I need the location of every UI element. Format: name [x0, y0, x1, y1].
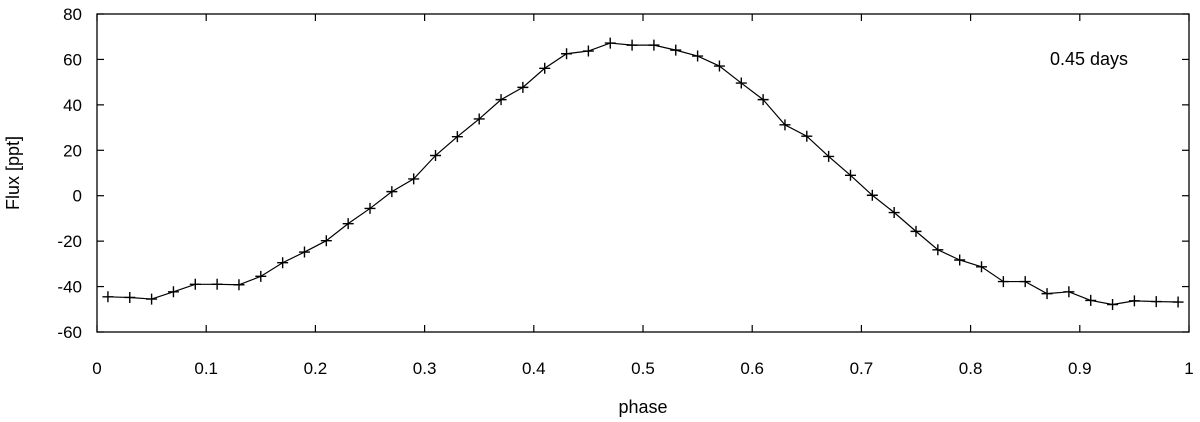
- y-tick-label: -60: [57, 323, 82, 342]
- data-point: [692, 50, 704, 62]
- data-point: [561, 48, 573, 60]
- data-point: [976, 261, 988, 273]
- data-point: [102, 291, 114, 303]
- data-point: [801, 130, 813, 142]
- data-point: [342, 218, 354, 230]
- data-point: [735, 77, 747, 89]
- data-point: [1172, 296, 1184, 308]
- x-tick-label: 0.1: [194, 359, 218, 378]
- data-point: [888, 207, 900, 219]
- data-point: [430, 150, 442, 162]
- data-point: [364, 202, 376, 214]
- series-layer: [102, 37, 1184, 311]
- data-point: [910, 225, 922, 237]
- data-point: [997, 276, 1009, 288]
- data-point: [233, 279, 245, 291]
- y-tick-label: 80: [63, 5, 82, 24]
- x-tick-label: 0: [92, 359, 101, 378]
- y-tick-label: 40: [63, 96, 82, 115]
- data-point: [823, 150, 835, 162]
- x-axis-label: phase: [618, 397, 667, 417]
- y-tick-label: -20: [57, 232, 82, 251]
- y-axis-ticks: -60 -40 -20 0 20 40 60 80: [57, 5, 1189, 342]
- data-point: [473, 113, 485, 125]
- data-point: [539, 62, 551, 74]
- data-point: [298, 246, 310, 258]
- x-tick-label: 1: [1184, 359, 1193, 378]
- data-point: [866, 189, 878, 201]
- data-point: [844, 169, 856, 181]
- x-tick-label: 0.6: [740, 359, 764, 378]
- x-tick-label: 0.9: [1068, 359, 1092, 378]
- data-point: [1041, 288, 1053, 300]
- data-point: [146, 293, 158, 305]
- series-line: [107, 42, 1179, 306]
- data-point: [255, 270, 267, 282]
- data-point: [408, 173, 420, 185]
- data-point: [124, 291, 136, 303]
- y-tick-label: 0: [73, 187, 82, 206]
- data-point: [277, 257, 289, 269]
- x-tick-label: 0.8: [959, 359, 983, 378]
- y-axis-label: Flux [ppt]: [3, 136, 23, 210]
- x-axis-ticks: 0 0.1 0.2 0.3 0.4 0.5 0.6 0.7 0.8 0.9 1: [92, 14, 1194, 378]
- data-point: [1063, 286, 1075, 298]
- data-point: [1150, 296, 1162, 308]
- data-point: [320, 235, 332, 247]
- data-point: [1107, 299, 1119, 311]
- period-annotation: 0.45 days: [1050, 49, 1128, 69]
- x-tick-label: 0.2: [304, 359, 328, 378]
- data-point: [648, 39, 660, 51]
- data-point: [211, 278, 223, 290]
- data-point: [386, 186, 398, 198]
- data-point: [779, 119, 791, 131]
- data-point: [932, 244, 944, 256]
- data-point: [604, 37, 616, 49]
- y-tick-label: 20: [63, 141, 82, 160]
- x-tick-label: 0.7: [850, 359, 874, 378]
- data-point: [757, 94, 769, 106]
- data-point: [713, 60, 725, 72]
- data-point: [1085, 294, 1097, 306]
- data-point: [1128, 295, 1140, 307]
- data-point: [1019, 276, 1031, 288]
- data-point: [582, 45, 594, 57]
- data-point: [451, 131, 463, 143]
- data-point: [189, 278, 201, 290]
- y-tick-label: 60: [63, 50, 82, 69]
- data-point: [954, 254, 966, 266]
- y-tick-label: -40: [57, 278, 82, 297]
- data-point: [167, 286, 179, 298]
- x-tick-label: 0.3: [413, 359, 437, 378]
- x-tick-label: 0.5: [631, 359, 655, 378]
- data-point: [626, 39, 638, 51]
- data-point: [495, 94, 507, 106]
- data-point: [670, 44, 682, 56]
- x-tick-label: 0.4: [522, 359, 546, 378]
- data-point: [517, 81, 529, 93]
